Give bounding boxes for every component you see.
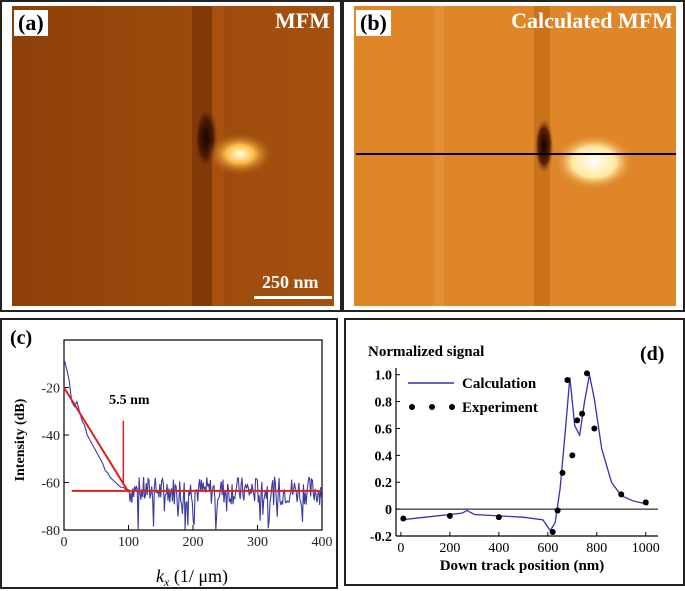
- panel-b-title: Calculated MFM: [511, 8, 673, 33]
- c-xlabel-k: k: [156, 566, 165, 586]
- d-legend-dot: [449, 404, 455, 410]
- d-ytick-label: 0.4: [375, 449, 393, 464]
- c-xtick-label: 300: [247, 535, 268, 550]
- d-legend-calculation: Calculation: [462, 376, 537, 392]
- d-experiment-point: [569, 452, 576, 459]
- scale-bar-label: 250 nm: [262, 272, 319, 292]
- spectrum-chart: (c) Intensity (dB) kx (1/ μm) 0 100 200 300…: [10, 327, 333, 589]
- panel-a-title: MFM: [275, 8, 330, 33]
- d-experiment-point: [618, 491, 625, 498]
- panel-b-label: (b): [356, 10, 391, 36]
- d-xtick-label: 600: [537, 541, 558, 556]
- d-legend-dot: [429, 404, 435, 410]
- d-legend-experiment: Experiment: [462, 400, 538, 416]
- d-xtick-label: 0: [397, 541, 404, 556]
- c-ytick-label: -40: [41, 429, 60, 444]
- c-xtick-label: 100: [118, 535, 139, 550]
- panel-a: (a) MFM 250 nm: [0, 0, 342, 312]
- d-ytick-label: 0: [385, 503, 392, 518]
- d-calculation-line: [400, 374, 649, 532]
- mfm-image: [12, 6, 334, 306]
- d-experiment-point: [574, 417, 581, 424]
- d-experiment-point: [564, 377, 571, 384]
- d-experiment-point: [559, 469, 566, 476]
- d-ytick-label: 0.2: [375, 476, 393, 491]
- d-experiment-point: [583, 370, 590, 377]
- d-xtick-label: 400: [488, 541, 509, 556]
- d-experiment-point: [579, 410, 586, 417]
- d-experiment-point: [400, 515, 407, 522]
- c-xtick-label: 400: [312, 535, 333, 550]
- d-experiment-point: [642, 499, 649, 506]
- d-title: Normalized signal: [368, 344, 484, 360]
- d-legend-dot: [409, 404, 415, 410]
- panel-c: (c) Intensity (dB) kx (1/ μm) 0 100 200 300…: [0, 318, 338, 589]
- signal-chart: Normalized signal (d) Down track positio…: [368, 343, 664, 574]
- scale-bar: [254, 296, 332, 299]
- panel-a-label: (a): [14, 10, 48, 36]
- c-ytick-label: -20: [41, 382, 60, 397]
- d-experiment-point: [446, 512, 453, 519]
- panel-d-label: (d): [640, 343, 664, 365]
- d-experiment-point: [495, 514, 502, 521]
- c-ytick-label: -80: [41, 524, 60, 539]
- c-xtick-label: 0: [61, 535, 68, 550]
- d-xtick-label: 200: [439, 541, 460, 556]
- calculated-mfm-image: [354, 6, 676, 306]
- d-xtick-label: 1000: [632, 541, 660, 556]
- d-experiment-point: [591, 425, 598, 432]
- d-ytick-label: 1.0: [375, 369, 393, 384]
- panel-b: (b) Calculated MFM: [342, 0, 685, 312]
- d-ytick-label: 0.8: [375, 396, 393, 411]
- d-ytick-label: 0.6: [375, 422, 393, 437]
- c-xtick-label: 200: [183, 535, 204, 550]
- d-xtick-label: 800: [586, 541, 607, 556]
- d-xlabel: Down track position (nm): [440, 558, 605, 574]
- c-annotation: 5.5 nm: [109, 393, 150, 408]
- c-spectrum-line: [63, 358, 323, 531]
- d-ytick-label: -0.2: [370, 530, 392, 545]
- c-ylabel: Intensity (dB): [13, 398, 28, 481]
- d-experiment-point: [549, 528, 556, 535]
- c-xlabel-sub: x: [163, 575, 170, 587]
- c-ytick-label: -60: [41, 477, 60, 492]
- c-xlabel-units: (1/ μm): [169, 566, 228, 587]
- panel-c-label: (c): [10, 327, 32, 349]
- d-experiment-point: [554, 507, 561, 514]
- c-xlabel: kx (1/ μm): [156, 566, 228, 587]
- c-fit-line: [63, 386, 130, 493]
- panel-d: Normalized signal (d) Down track positio…: [344, 318, 685, 586]
